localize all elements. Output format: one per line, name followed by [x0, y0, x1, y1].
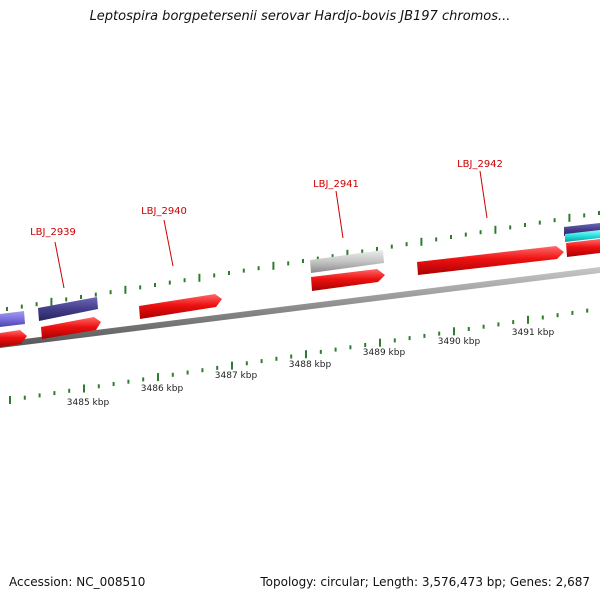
scale-label-3487: 3487 kbp — [215, 371, 258, 381]
gene-label-lbj-2939[interactable]: LBJ_2939 — [30, 227, 76, 238]
leader-line-lbj-2941 — [335, 190, 344, 239]
gene-lavender-left[interactable] — [0, 311, 25, 327]
chromosome-title: Leptospira borgpetersenii serovar Hardjo… — [89, 9, 511, 24]
chromosome-backbone — [0, 267, 600, 348]
genome-summary-text: Topology: circular; Length: 3,576,473 bp… — [260, 575, 590, 589]
leader-line-lbj-2940 — [163, 219, 174, 267]
scale-label-3491: 3491 kbp — [512, 328, 555, 338]
gene-red-left[interactable] — [0, 330, 27, 347]
gene-lbj-2942[interactable] — [417, 246, 564, 275]
scale-label-3489: 3489 kbp — [363, 348, 406, 358]
gene-label-lbj-2942[interactable]: LBJ_2942 — [457, 159, 503, 170]
scale-label-3485: 3485 kbp — [67, 398, 110, 408]
accession-text: Accession: NC_008510 — [9, 575, 146, 589]
leader-line-lbj-2942 — [479, 170, 488, 219]
gene-purple-lbj-2939[interactable] — [38, 297, 98, 321]
gene-label-lbj-2941[interactable]: LBJ_2941 — [313, 179, 359, 190]
scale-label-3490: 3490 kbp — [438, 337, 481, 347]
gene-lbj-2941[interactable] — [311, 269, 385, 291]
scale-tick-track — [9, 308, 589, 404]
gene-label-lbj-2940[interactable]: LBJ_2940 — [141, 206, 187, 217]
gene-red-right[interactable] — [566, 239, 600, 257]
gene-lbj-2939[interactable] — [41, 317, 101, 339]
gene-gray-lbj-2941[interactable] — [310, 250, 384, 273]
scale-label-3486: 3486 kbp — [141, 384, 184, 394]
scale-label-3488: 3488 kbp — [289, 360, 332, 370]
gene-lbj-2940[interactable] — [139, 294, 222, 319]
leader-line-lbj-2939 — [54, 241, 65, 289]
gene-cyan-right[interactable] — [565, 230, 600, 242]
